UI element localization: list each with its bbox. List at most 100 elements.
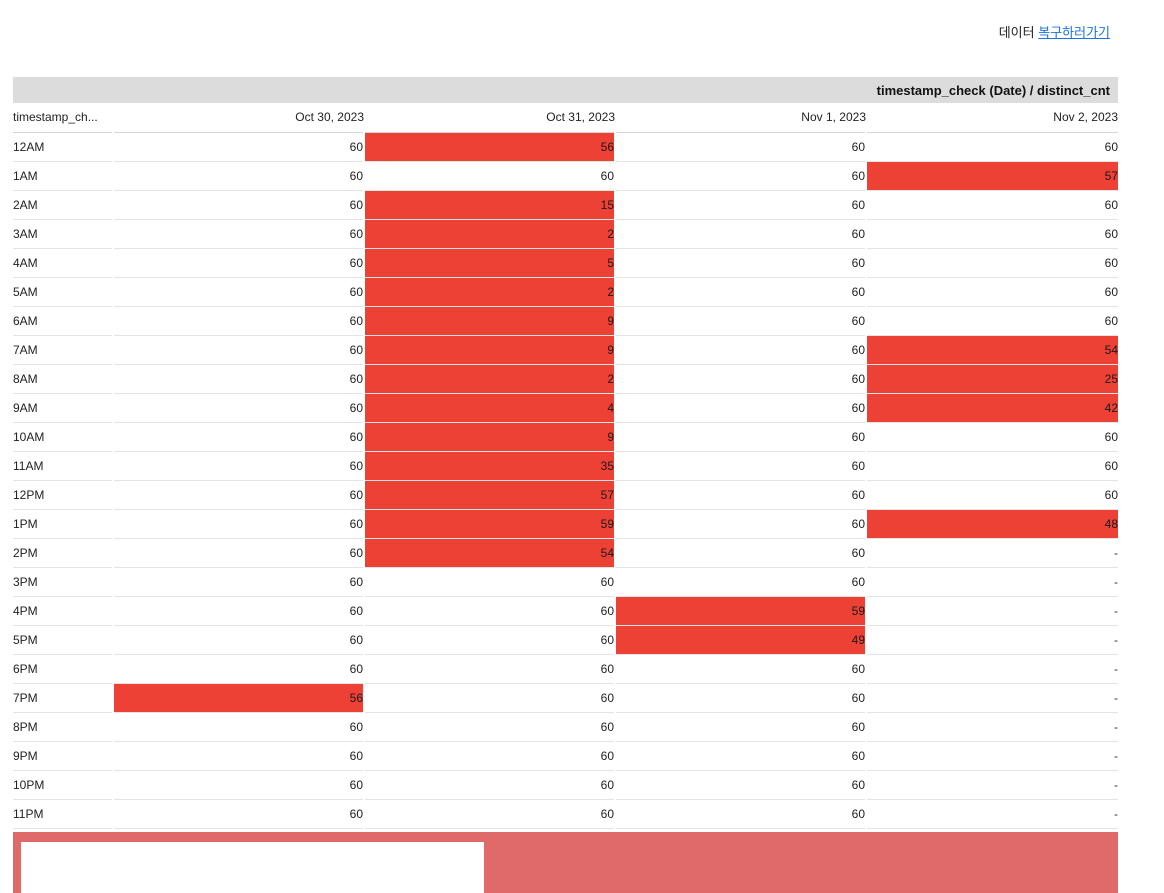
pivot-header-label: timestamp_check (Date) / distinct_cnt [876, 82, 1110, 98]
value-cell: 60 [614, 741, 866, 771]
row-label-hour: 6AM [13, 306, 114, 336]
value-cell: 57 [363, 480, 615, 510]
value-cell: 56 [112, 683, 364, 713]
table-row: 11PM 60 60 60- [13, 799, 1118, 829]
value-cell: - [865, 625, 1118, 655]
table-row: 6PM 60 60 60- [13, 654, 1118, 684]
value-cell: 60 [112, 393, 364, 423]
value-cell: 9 [363, 422, 615, 452]
value-cell: - [865, 538, 1118, 568]
table-row: 2AM 60 15 60 60 [13, 190, 1118, 220]
value-cell: 60 [614, 538, 866, 568]
table-row: 12PM 60 57 60 60 [13, 480, 1118, 510]
value-cell: 60 [614, 567, 866, 597]
value-cell: 60 [614, 683, 866, 713]
restore-data-link[interactable]: 복구하러가기 [1038, 25, 1110, 40]
footer-white-box [21, 842, 484, 893]
value-cell: 56 [363, 132, 615, 162]
value-cell: 60 [363, 770, 615, 800]
value-cell: 60 [614, 190, 866, 220]
column-header-date[interactable]: Oct 30, 2023 [113, 103, 364, 133]
table-row: 4AM 60 5 60 60 [13, 248, 1118, 278]
value-cell: 60 [865, 132, 1118, 162]
value-cell: 60 [614, 248, 866, 278]
row-label-hour: 7AM [13, 335, 114, 365]
value-cell: 48 [865, 509, 1118, 539]
value-cell: 60 [112, 190, 364, 220]
value-cell: - [865, 567, 1118, 597]
table-row: 7PM 56 60 60- [13, 683, 1118, 713]
footer-panel [13, 832, 1118, 893]
value-cell: 2 [363, 277, 615, 307]
value-cell: 54 [363, 538, 615, 568]
value-cell: 49 [614, 625, 866, 655]
value-cell: 60 [614, 161, 866, 191]
row-label-hour: 7PM [13, 683, 114, 713]
value-cell: 60 [112, 538, 364, 568]
table-row: 3AM 60 2 60 60 [13, 219, 1118, 249]
value-cell: 60 [614, 654, 866, 684]
value-cell: 60 [112, 132, 364, 162]
table-row: 2PM 60 54 60- [13, 538, 1118, 568]
value-cell: 60 [614, 712, 866, 742]
column-header-date[interactable]: Nov 2, 2023 [866, 103, 1118, 133]
value-cell: 5 [363, 248, 615, 278]
value-cell: 59 [363, 509, 615, 539]
table-row: 5AM 60 2 60 60 [13, 277, 1118, 307]
pivot-body: 12AM 60 56 60 60 1AM 60 60 60 57 2AM 60 15 60 60 3AM 60 2… [13, 132, 1118, 829]
value-cell: 9 [363, 335, 615, 365]
row-label-hour: 8PM [13, 712, 114, 742]
value-cell: 60 [112, 654, 364, 684]
row-label-hour: 11PM [13, 799, 114, 829]
value-cell: 60 [112, 799, 364, 829]
value-cell: - [865, 799, 1118, 829]
value-cell: 60 [614, 219, 866, 249]
row-label-hour: 10PM [13, 770, 114, 800]
column-header-date[interactable]: Nov 1, 2023 [615, 103, 866, 133]
value-cell: 60 [614, 451, 866, 481]
value-cell: 60 [614, 306, 866, 336]
row-label-hour: 9PM [13, 741, 114, 771]
value-cell: 60 [865, 248, 1118, 278]
value-cell: 60 [865, 219, 1118, 249]
value-cell: 60 [865, 306, 1118, 336]
value-cell: 60 [112, 306, 364, 336]
value-cell: 60 [363, 567, 615, 597]
table-row: 8AM 60 2 60 25 [13, 364, 1118, 394]
value-cell: 60 [865, 480, 1118, 510]
value-cell: 54 [865, 335, 1118, 365]
value-cell: 60 [363, 799, 615, 829]
table-row: 10AM 60 9 60 60 [13, 422, 1118, 452]
pivot-column-header-row: timestamp_ch... Oct 30, 2023 Oct 31, 202… [13, 103, 1118, 133]
value-cell: 60 [112, 422, 364, 452]
row-label-hour: 12AM [13, 132, 114, 162]
value-cell: 60 [614, 277, 866, 307]
value-cell: 60 [112, 480, 364, 510]
column-header-date[interactable]: Oct 31, 2023 [364, 103, 615, 133]
value-cell: 60 [614, 799, 866, 829]
row-label-hour: 9AM [13, 393, 114, 423]
value-cell: - [865, 683, 1118, 713]
row-label-hour: 11AM [13, 451, 114, 481]
value-cell: 60 [112, 509, 364, 539]
value-cell: 60 [363, 712, 615, 742]
row-label-hour: 8AM [13, 364, 114, 394]
table-row: 4PM 60 60 59- [13, 596, 1118, 626]
value-cell: 60 [865, 451, 1118, 481]
row-label-hour: 12PM [13, 480, 114, 510]
restore-prefix: 데이터 [998, 25, 1035, 40]
value-cell: - [865, 654, 1118, 684]
value-cell: 60 [112, 741, 364, 771]
row-label-hour: 5PM [13, 625, 114, 655]
restore-data-line: 데이터 복구하러가기 [999, 22, 1110, 41]
pivot-table: timestamp_check (Date) / distinct_cnt ti… [13, 77, 1118, 829]
row-label-hour: 1PM [13, 509, 114, 539]
value-cell: 25 [865, 364, 1118, 394]
row-label-hour: 10AM [13, 422, 114, 452]
row-dimension-header[interactable]: timestamp_ch... [13, 103, 113, 133]
table-row: 1PM 60 59 60 48 [13, 509, 1118, 539]
row-label-hour: 2PM [13, 538, 114, 568]
contact-link-cut-off[interactable]: ​ [853, 0, 1111, 6]
value-cell: 60 [363, 625, 615, 655]
value-cell: 60 [865, 190, 1118, 220]
